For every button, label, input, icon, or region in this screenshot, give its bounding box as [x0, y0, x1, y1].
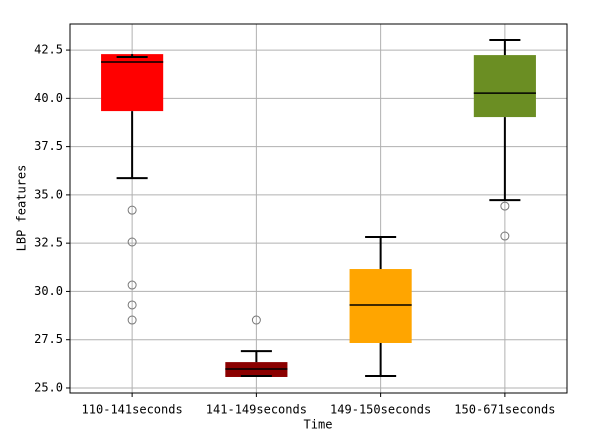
flier	[127, 205, 137, 215]
x-tick-label: 150-671seconds	[454, 403, 555, 417]
box	[349, 269, 412, 343]
y-tick-label: 40.0	[34, 91, 63, 105]
y-tick-label: 27.5	[34, 332, 63, 346]
x-tick-label: 149-150seconds	[330, 403, 431, 417]
flier	[127, 280, 137, 290]
y-tick-label: 25.0	[34, 380, 63, 394]
flier	[127, 237, 137, 247]
y-tick-label: 42.5	[34, 43, 63, 57]
x-axis-label: Time	[304, 418, 333, 432]
y-tick-label: 30.0	[34, 284, 63, 298]
y-axis-label: LBP features	[15, 165, 29, 252]
flier	[127, 300, 137, 310]
flier	[127, 315, 137, 325]
x-tick-label: 141-149seconds	[206, 403, 307, 417]
y-tick-label: 37.5	[34, 139, 63, 153]
y-tick-label: 32.5	[34, 236, 63, 250]
x-tick-label: 110-141seconds	[82, 403, 183, 417]
box	[473, 55, 536, 118]
y-tick-label: 35.0	[34, 187, 63, 201]
flier	[251, 315, 261, 325]
flier	[500, 201, 510, 211]
flier	[500, 231, 510, 241]
plot-frame	[69, 23, 568, 394]
box	[101, 54, 164, 112]
